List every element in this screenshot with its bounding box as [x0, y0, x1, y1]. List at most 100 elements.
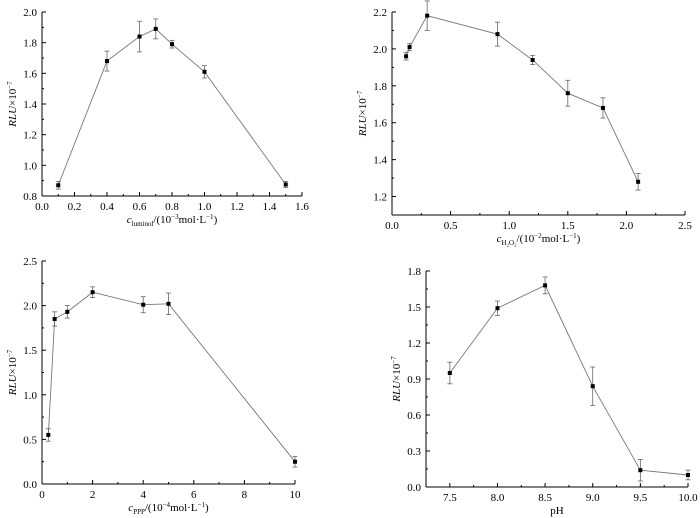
y-label-var: RLU — [391, 380, 403, 403]
y-label-exp: −7 — [6, 81, 14, 89]
data-point — [638, 468, 643, 473]
y-tick-label: 0.0 — [407, 482, 421, 494]
x-tick-label: 1.5 — [561, 220, 575, 232]
x-label-var: c — [127, 214, 132, 226]
x-tick-label: 0.6 — [133, 201, 147, 213]
y-label-rest: ×10 — [7, 357, 19, 375]
y-tick-label: 1.0 — [23, 160, 37, 172]
x-tick-label: 2.5 — [678, 220, 692, 232]
data-point — [166, 301, 171, 306]
x-label-sub: PPP — [133, 508, 145, 516]
y-label-var: RLU — [7, 373, 19, 396]
y-tick-label: 1.2 — [23, 130, 37, 142]
y-tick-label: 1.2 — [407, 338, 421, 350]
data-point — [447, 371, 452, 375]
x-label-close: ) — [577, 233, 581, 245]
x-tick-label: 10.0 — [678, 492, 698, 504]
data-point — [404, 54, 409, 59]
y-axis-label: RLU×10−7 — [6, 349, 19, 396]
x-label-unit: mol·L — [542, 233, 570, 245]
y-tick-label: 2.0 — [23, 7, 37, 19]
x-tick-label: 8.0 — [491, 492, 505, 504]
data-point — [202, 69, 207, 74]
x-tick-label: 9.5 — [633, 492, 647, 504]
data-point — [141, 302, 146, 307]
y-tick-label: 1.6 — [373, 118, 387, 130]
x-label-rest: /(10 — [145, 502, 163, 514]
x-tick-label: 1.2 — [230, 201, 244, 213]
y-tick-label: 1.0 — [23, 390, 37, 402]
x-label-unit: mol·L — [170, 502, 198, 514]
y-tick-label: 1.2 — [373, 192, 387, 204]
y-tick-label: 0.3 — [407, 446, 421, 458]
data-point — [407, 45, 412, 50]
data-point — [170, 42, 174, 47]
y-tick-label: 0.0 — [23, 479, 37, 491]
y-tick-label: 1.5 — [407, 302, 421, 314]
series-line — [57, 28, 287, 186]
x-label-var: c — [497, 233, 502, 245]
x-tick-label: 0.0 — [385, 220, 399, 232]
data-point — [530, 57, 535, 62]
x-axis-label: pH — [550, 505, 564, 517]
x-label-unit-exp: −1 — [198, 501, 206, 509]
x-label-sub: H₂O₂ — [502, 239, 518, 247]
y-axis-label: RLU×10−7 — [356, 90, 369, 137]
x-tick-label: 7.5 — [443, 492, 457, 504]
x-label-rest: pH — [550, 505, 564, 517]
data-point — [543, 283, 548, 288]
data-point — [495, 306, 500, 311]
data-point — [137, 34, 142, 39]
y-tick-label: 1.5 — [23, 345, 37, 357]
chart-panel-4: 7.5 8.0 8.5 9.0 9.5 10.0 0.0 0.3 0.6 0.9 1.2 1.5 1.8… — [390, 266, 698, 517]
x-tick-label: 1.6 — [295, 201, 309, 213]
data-point — [600, 105, 605, 110]
y-axis-label: RLU×10−7 — [390, 356, 403, 403]
y-label-rest: ×10 — [357, 98, 369, 116]
x-tick-label: 1.4 — [263, 201, 277, 213]
x-axis-label: cPPP/(10−4mol·L−1) — [128, 501, 209, 516]
x-tick-label: 6 — [191, 489, 197, 501]
x-label-exp: −2 — [534, 232, 542, 240]
x-axis-label: cluminol/(10−3mol·L−1) — [127, 213, 218, 228]
x-tick-label: 9.0 — [586, 492, 600, 504]
x-tick-label: 0.2 — [68, 201, 82, 213]
y-label-exp: −7 — [6, 349, 14, 357]
y-label-var: RLU — [357, 114, 369, 137]
data-point — [56, 183, 61, 188]
data-point — [565, 91, 570, 96]
x-tick-label: 2 — [90, 489, 96, 501]
y-tick-label: 1.4 — [23, 99, 37, 111]
y-tick-label: 0.5 — [23, 434, 37, 446]
series-line — [449, 284, 689, 476]
y-axis-label: RLU×10−7 — [6, 81, 19, 128]
y-tick-label: 2.0 — [373, 44, 387, 56]
x-tick-label: 1.0 — [502, 220, 516, 232]
data-point — [293, 459, 297, 464]
chart-panel-2: 0.0 0.5 1.0 1.5 2.0 2.5 1.2 1.4 1.6 1.8 2.0 2.2 cH₂O… — [356, 0, 692, 247]
x-tick-label: 8.5 — [538, 492, 552, 504]
y-label-rest: ×10 — [391, 363, 403, 381]
x-label-unit-exp: −1 — [206, 213, 214, 221]
data-point — [105, 59, 109, 64]
x-axis-label: cH₂O₂/(10−2mol·L−1) — [497, 232, 581, 247]
data-point — [65, 309, 70, 314]
y-tick-label: 1.8 — [373, 81, 387, 93]
x-tick-label: 0.0 — [35, 201, 49, 213]
data-point — [495, 32, 500, 37]
series-line — [47, 291, 296, 462]
data-point — [636, 179, 641, 184]
y-tick-label: 2.5 — [23, 256, 37, 268]
x-label-exp: −3 — [171, 213, 179, 221]
data-point — [90, 290, 95, 295]
y-label-exp: −7 — [390, 356, 398, 364]
x-label-sub: luminol — [132, 220, 154, 228]
x-tick-label: 0.5 — [444, 220, 458, 232]
chart-panel-1: 0.0 0.2 0.4 0.6 0.8 1.0 1.2 1.4 1.6 0.8 1.0 1.2 1.4 1… — [6, 7, 309, 228]
data-point — [283, 182, 288, 187]
y-label-exp: −7 — [356, 90, 364, 98]
data-point — [425, 13, 430, 18]
x-label-unit: mol·L — [179, 214, 207, 226]
x-tick-label: 10 — [290, 489, 302, 501]
